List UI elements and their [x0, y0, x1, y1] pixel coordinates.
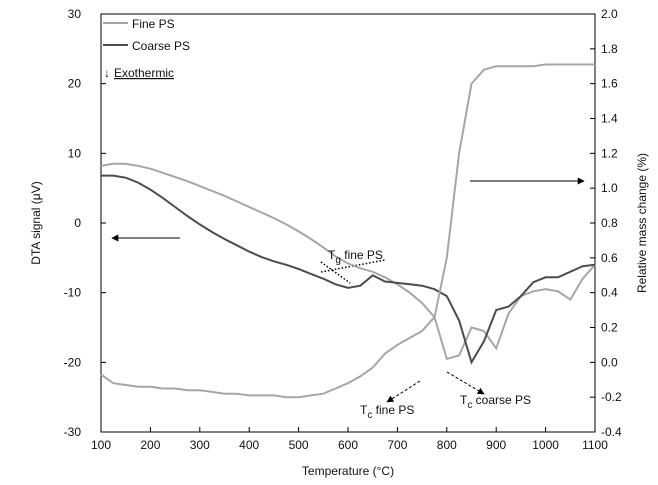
data-line [100, 63, 595, 399]
legend-note: ↓ Exothermic [104, 66, 174, 80]
y2-axis-title: Relative mass change (%) [635, 153, 649, 293]
y2-tick-label: 0.6 [601, 251, 618, 265]
x-tick-label: 1100 [582, 438, 608, 452]
y2-tick-label: -0.2 [601, 390, 622, 404]
y2-tick-label: 1.6 [601, 77, 618, 91]
y2-tick-label: 1.4 [601, 112, 618, 126]
y-tick-label: -30 [64, 425, 82, 439]
annotation-subscript: g [335, 255, 341, 266]
x-tick-label: 800 [437, 438, 457, 452]
x-tick-label: 700 [387, 438, 407, 452]
x-tick-label: 300 [190, 438, 210, 452]
y-tick-label: 0 [74, 216, 81, 230]
annotation-text: fine PS [341, 248, 383, 262]
y2-tick-label: 1.2 [601, 146, 618, 160]
x-tick-label: 500 [289, 438, 309, 452]
annotation-subscript: c [367, 410, 372, 421]
annotation-symbol: T [360, 403, 368, 417]
x-tick-label: 200 [140, 438, 160, 452]
note-text: Exothermic [114, 66, 174, 80]
annotation-subscript: c [467, 400, 472, 411]
arrow-tc-coarse [446, 371, 485, 395]
annotation-text: coarse PS [472, 393, 531, 407]
legend-label: Fine PS [132, 17, 175, 31]
annotation: Tc fine PS [360, 403, 414, 421]
y2-tick-label: 1.8 [601, 42, 618, 56]
arrow-tc-fine [386, 380, 421, 403]
y2-tick-label: 0.2 [601, 321, 618, 335]
y2-tick-label: 0.0 [601, 355, 618, 369]
annotation-symbol: T [460, 393, 468, 407]
x-tick-label: 600 [338, 438, 358, 452]
tangent [320, 261, 351, 284]
data-line [101, 174, 596, 365]
plot-frame [100, 13, 596, 433]
y-tick-label: 20 [68, 77, 82, 91]
y-tick-label: -10 [64, 286, 82, 300]
annotation-text: fine PS [372, 403, 414, 417]
x-tick-label: 900 [486, 438, 506, 452]
x-tick-label: 1000 [532, 438, 559, 452]
y-axis-title: DTA signal (μV) [29, 181, 43, 264]
x-tick-label: 100 [91, 438, 111, 452]
y2-tick-label: 0.8 [601, 216, 618, 230]
note-arrow: ↓ [104, 66, 110, 80]
annotation: Tc coarse PS [460, 393, 531, 411]
y-tick-label: 30 [68, 7, 82, 21]
annotation-symbol: T [328, 248, 336, 262]
y2-tick-label: 0.4 [601, 286, 618, 300]
y-tick-label: -20 [64, 355, 82, 369]
x-axis-title: Temperature (°C) [302, 464, 394, 478]
annotation: Tg fine PS [328, 248, 383, 266]
data-line [100, 162, 596, 361]
y2-tick-label: -0.4 [601, 425, 622, 439]
x-tick-label: 400 [239, 438, 259, 452]
y2-tick-label: 1.0 [601, 181, 618, 195]
y2-tick-label: 2.0 [601, 7, 618, 21]
y-tick-label: 10 [68, 146, 82, 160]
legend-label: Coarse PS [132, 39, 190, 53]
